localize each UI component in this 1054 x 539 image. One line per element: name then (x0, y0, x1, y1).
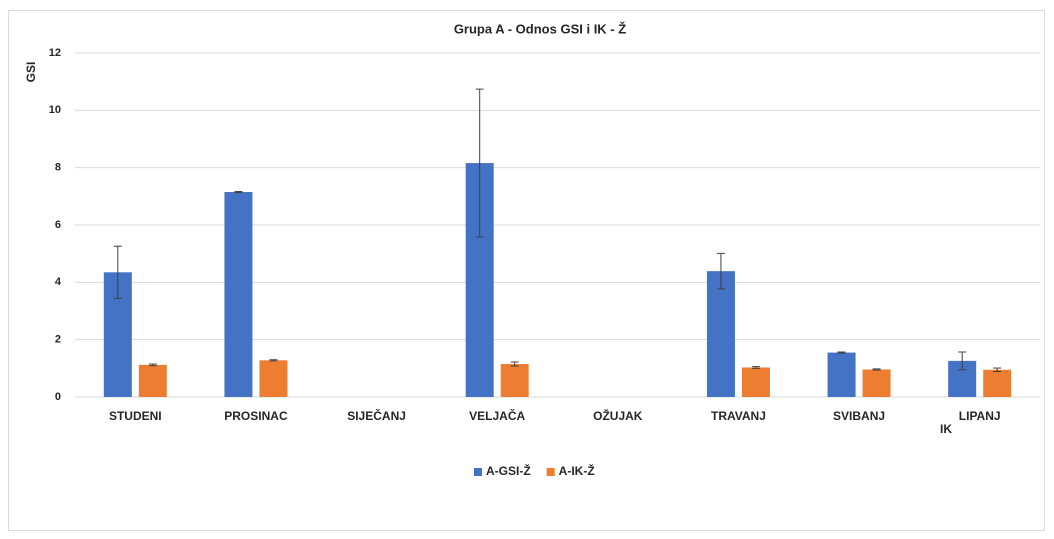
x-tick-label: SIJEČANJ (347, 408, 406, 423)
x-axis-title: IK (940, 422, 952, 436)
error-bar (837, 351, 846, 354)
x-tick-label: STUDENI (109, 409, 162, 423)
y-tick-label: 8 (55, 162, 61, 174)
bar (741, 367, 770, 397)
y-tick-label: 12 (49, 47, 61, 59)
legend-label: A-GSI-Ž (486, 463, 531, 478)
legend-swatch (474, 468, 482, 476)
x-tick-label: TRAVANJ (711, 409, 766, 423)
error-bar (510, 361, 519, 367)
x-tick-label: PROSINAC (224, 409, 288, 423)
legend-swatch (546, 468, 555, 476)
error-bar (872, 368, 881, 371)
chart-border (8, 10, 1045, 531)
x-tick-label: LIPANJ (959, 409, 1001, 423)
bar (983, 369, 1012, 397)
bar (500, 364, 529, 397)
error-bar (475, 88, 484, 238)
x-tick-label: OŽUJAK (593, 408, 643, 423)
y-tick-label: 6 (55, 219, 61, 231)
bar (862, 369, 891, 397)
y-tick-label: 0 (55, 391, 61, 403)
bar (259, 360, 288, 397)
error-bar (716, 252, 725, 290)
y-tick-label: 4 (55, 276, 62, 288)
y-tick-label: 2 (55, 334, 61, 346)
x-tick-label: SVIBANJ (833, 409, 885, 423)
error-bar (269, 359, 278, 362)
y-tick-label: 10 (49, 104, 61, 116)
bar (224, 192, 253, 397)
error-bar (958, 351, 967, 371)
error-bar (148, 363, 157, 367)
y-axis-title: GSI (24, 62, 38, 83)
error-bar (993, 367, 1002, 372)
error-bar (113, 245, 122, 299)
bar (706, 271, 735, 397)
bar (138, 364, 167, 397)
bar (827, 352, 856, 397)
error-bar (751, 366, 760, 369)
error-bar (234, 190, 243, 194)
chart-title: Grupa A - Odnos GSI i IK - Ž (454, 21, 626, 36)
x-tick-label: VELJAČA (469, 408, 525, 423)
legend-label: A-IK-Ž (559, 463, 595, 478)
